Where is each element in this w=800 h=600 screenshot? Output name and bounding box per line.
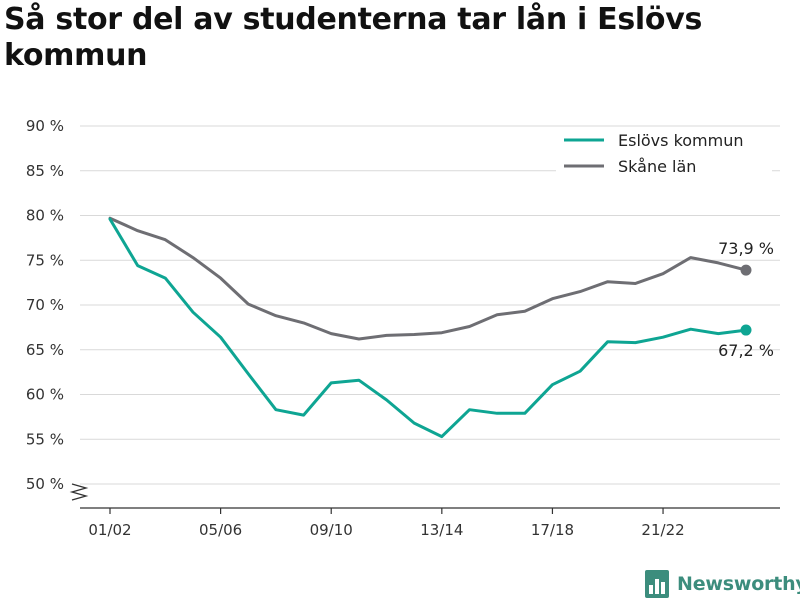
bar-chart-logo-icon: [645, 570, 669, 598]
y-tick-label-80: 80 %: [26, 207, 64, 225]
end-label-eslov: 67,2 %: [718, 341, 774, 360]
y-tick-label-65: 65 %: [26, 341, 64, 359]
x-tick-label-21-22: 21/22: [641, 521, 684, 539]
chart-title: Så stor del av studenterna tar lån i Esl…: [4, 2, 703, 73]
x-tick-label-09-10: 09/10: [310, 521, 353, 539]
x-tick-label-05-06: 05/06: [199, 521, 242, 539]
series-end-point-skane: [740, 264, 752, 276]
x-tick-label-17-18: 17/18: [531, 521, 574, 539]
y-tick-label-55: 55 %: [26, 430, 64, 448]
x-axis-ticks: 01/02 05/06 09/10 13/14 17/18 21/22: [88, 508, 685, 539]
y-tick-label-90: 90 %: [26, 117, 64, 135]
y-axis-break-icon: [69, 483, 89, 501]
legend-label-eslov: Eslövs kommun: [618, 131, 744, 150]
newsworthy-logo[interactable]: Newsworthy: [645, 569, 800, 599]
y-tick-label-85: 85 %: [26, 162, 64, 180]
series-end-point-eslov: [740, 324, 752, 336]
x-tick-label-13-14: 13/14: [420, 521, 463, 539]
y-tick-label-75: 75 %: [26, 251, 64, 269]
x-tick-label-01-02: 01/02: [88, 521, 131, 539]
series-line-skane: [108, 216, 748, 341]
y-axis-ticks: 50 % 55 % 60 % 65 % 70 % 75 % 80 % 85 % 90 %: [26, 117, 64, 493]
legend-background: [556, 128, 772, 188]
brand-name: Newsworthy: [677, 573, 800, 595]
y-tick-label-50: 50 %: [26, 475, 64, 493]
legend-label-skane: Skåne län: [618, 157, 696, 176]
legend: Eslövs kommun Skåne län: [556, 128, 772, 188]
y-tick-label-70: 70 %: [26, 296, 64, 314]
series-lines: 73,9 % 67,2 %: [108, 216, 774, 439]
y-tick-label-60: 60 %: [26, 386, 64, 404]
series-line-eslov: [108, 217, 748, 439]
end-label-skane: 73,9 %: [718, 239, 774, 258]
